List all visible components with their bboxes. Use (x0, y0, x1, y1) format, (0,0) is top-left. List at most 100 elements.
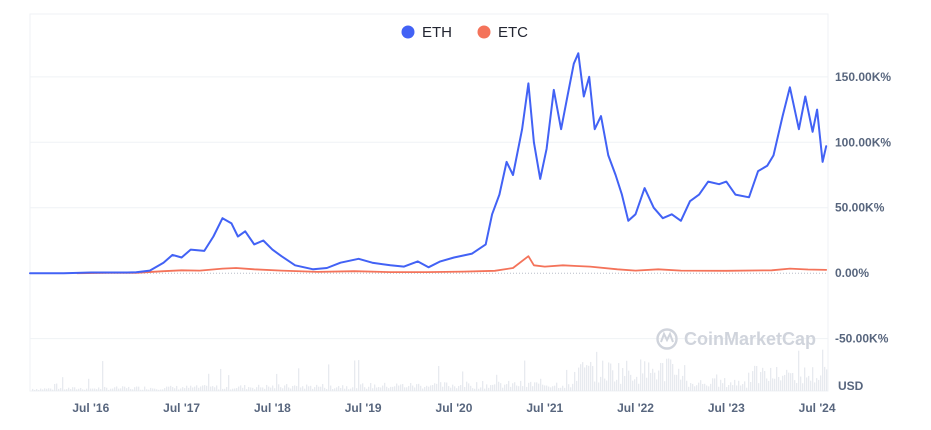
volume-bar (134, 387, 136, 391)
volume-bar (602, 360, 604, 391)
volume-bar (232, 388, 234, 391)
volume-bar (94, 388, 96, 391)
volume-bar (280, 387, 282, 391)
volume-bar (484, 388, 486, 391)
volume-bar (492, 384, 494, 391)
volume-bar (438, 365, 440, 391)
volume-bar (190, 385, 192, 391)
volume-bar (248, 387, 250, 391)
volume-bar (806, 377, 808, 391)
coinmarketcap-logo-icon (656, 328, 678, 350)
volume-bar (300, 387, 302, 391)
volume-bar (80, 387, 82, 391)
series-line-eth[interactable] (29, 52, 828, 275)
volume-bar (132, 389, 134, 391)
volume-bar (146, 389, 148, 391)
volume-bar (572, 383, 574, 391)
volume-bar (68, 387, 70, 391)
volume-bar (730, 382, 732, 391)
volume-bar (204, 385, 206, 391)
volume-bar (176, 385, 178, 391)
volume-bar (194, 386, 196, 391)
volume-bar (222, 388, 224, 391)
volume-bar (800, 376, 802, 391)
volume-bar (370, 382, 372, 391)
volume-bar (626, 360, 628, 391)
volume-bar (670, 359, 672, 391)
volume-bar (526, 386, 528, 391)
volume-bar (404, 387, 406, 391)
volume-bar (118, 388, 120, 391)
volume-bar (188, 387, 190, 391)
volume-bar (106, 387, 108, 391)
volume-bar (296, 386, 298, 391)
volume-bar (756, 365, 758, 391)
volume-bar (192, 387, 194, 391)
volume-bar (556, 382, 558, 391)
volume-bar (408, 386, 410, 391)
volume-bar (272, 385, 274, 391)
volume-bar (420, 385, 422, 391)
legend-item-eth[interactable]: ETH (401, 24, 453, 41)
volume-bar (110, 388, 112, 391)
volume-bar (172, 387, 174, 391)
x-tick-label: Jul '24 (799, 401, 836, 415)
volume-bar (824, 366, 826, 391)
volume-bar (160, 389, 162, 391)
volume-bar (198, 387, 200, 391)
series-line-etc[interactable] (76, 255, 828, 275)
volume-bar (674, 374, 676, 391)
volume-bar (588, 365, 590, 391)
volume-bar (242, 387, 244, 391)
volume-bar (646, 377, 648, 391)
volume-bar (302, 386, 304, 391)
volume-bar (224, 388, 226, 391)
volume-bar (518, 386, 520, 391)
volume-bar (710, 383, 712, 391)
volume-bar (124, 386, 126, 391)
volume-bar (348, 389, 350, 391)
volume-bar (50, 388, 52, 391)
volume-bar (702, 383, 704, 391)
volume-bar (542, 384, 544, 391)
volume-bar (454, 386, 456, 391)
volume-bar (478, 388, 480, 391)
volume-bar (520, 380, 522, 391)
volume-bar (164, 388, 166, 391)
volume-bar (570, 387, 572, 391)
y-tick-label: -50.00K% (835, 332, 889, 346)
volume-bar (162, 389, 164, 391)
volume-bar (334, 388, 336, 391)
volume-bar (352, 387, 354, 391)
volume-bar (536, 382, 538, 391)
volume-bar (104, 386, 106, 391)
volume-bar (546, 385, 548, 391)
volume-bar (250, 387, 252, 391)
legend-etc-swatch (477, 25, 491, 39)
volume-bar (234, 388, 236, 391)
volume-bar (502, 387, 504, 391)
volume-bar (612, 370, 614, 391)
volume-bar (682, 375, 684, 391)
volume-bar (450, 387, 452, 391)
volume-bar (456, 388, 458, 391)
volume-bar (430, 385, 432, 391)
volume-bar (418, 383, 420, 391)
legend-item-etc[interactable]: ETC (477, 24, 529, 41)
volume-bar (740, 385, 742, 391)
volume-bar (650, 372, 652, 391)
volume-bar (678, 368, 680, 391)
volume-bar (692, 383, 694, 391)
volume-bar (138, 386, 140, 391)
volume-bar (284, 385, 286, 391)
volume-bar (346, 386, 348, 391)
volume-bar (760, 372, 762, 391)
volume-bar (220, 368, 222, 391)
volume-bar (684, 365, 686, 391)
volume-bar (810, 380, 812, 391)
currency-label[interactable]: USD (838, 379, 864, 393)
volume-bar (410, 383, 412, 391)
volume-bar (416, 384, 418, 391)
volume-bar (282, 388, 284, 391)
